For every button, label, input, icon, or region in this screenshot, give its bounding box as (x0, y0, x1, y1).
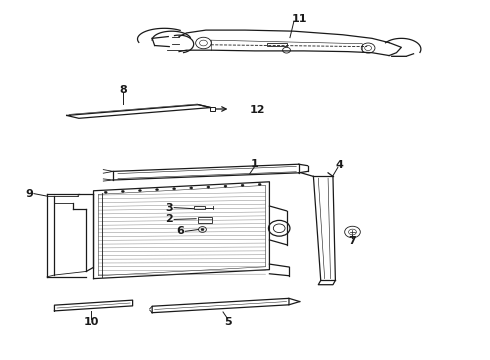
Text: 2: 2 (166, 215, 173, 224)
Text: 10: 10 (83, 318, 99, 327)
Circle shape (224, 185, 227, 187)
Circle shape (139, 189, 142, 192)
Text: 3: 3 (166, 203, 173, 213)
Circle shape (104, 191, 107, 193)
Text: 7: 7 (348, 236, 356, 246)
Circle shape (156, 189, 159, 191)
Bar (210, 107, 215, 111)
Text: 4: 4 (335, 159, 343, 170)
Circle shape (241, 184, 244, 186)
Bar (197, 217, 212, 223)
Text: 11: 11 (292, 14, 307, 24)
Text: 6: 6 (176, 226, 184, 236)
Text: 8: 8 (119, 85, 127, 95)
Text: 12: 12 (250, 105, 266, 115)
Bar (267, 43, 287, 46)
Bar (194, 206, 205, 210)
Circle shape (201, 228, 204, 230)
Circle shape (122, 190, 124, 193)
Circle shape (258, 183, 261, 185)
Text: 5: 5 (224, 318, 232, 327)
Text: 1: 1 (251, 159, 259, 169)
Circle shape (207, 186, 210, 188)
Circle shape (190, 187, 193, 189)
Text: 9: 9 (25, 189, 33, 199)
Circle shape (172, 188, 175, 190)
